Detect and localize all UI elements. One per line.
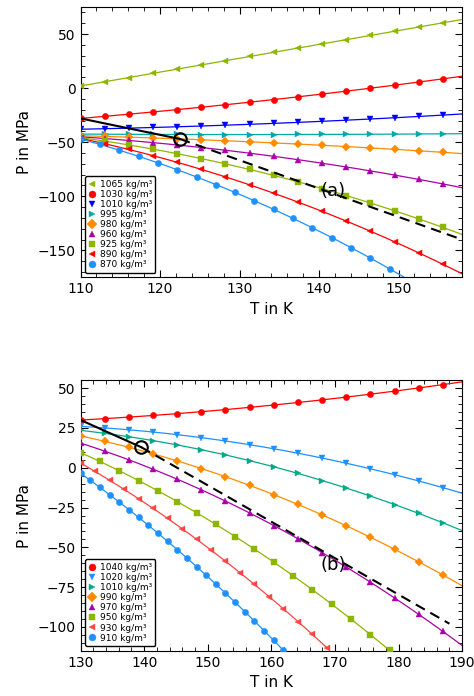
Legend: 1065 kg/m³, 1030 kg/m³, 1010 kg/m³, 995 kg/m³, 980 kg/m³, 960 kg/m³, 925 kg/m³, : 1065 kg/m³, 1030 kg/m³, 1010 kg/m³, 995 … <box>85 176 155 273</box>
Legend: 1040 kg/m³, 1020 kg/m³, 1010 kg/m³, 990 kg/m³, 970 kg/m³, 950 kg/m³, 930 kg/m³, : 1040 kg/m³, 1020 kg/m³, 1010 kg/m³, 990 … <box>85 560 155 647</box>
Y-axis label: P in MPa: P in MPa <box>17 484 32 548</box>
X-axis label: T in K: T in K <box>250 302 293 317</box>
X-axis label: T in K: T in K <box>250 675 293 690</box>
Text: (a): (a) <box>321 182 346 200</box>
Y-axis label: P in MPa: P in MPa <box>17 110 32 174</box>
Text: (b): (b) <box>321 555 346 574</box>
